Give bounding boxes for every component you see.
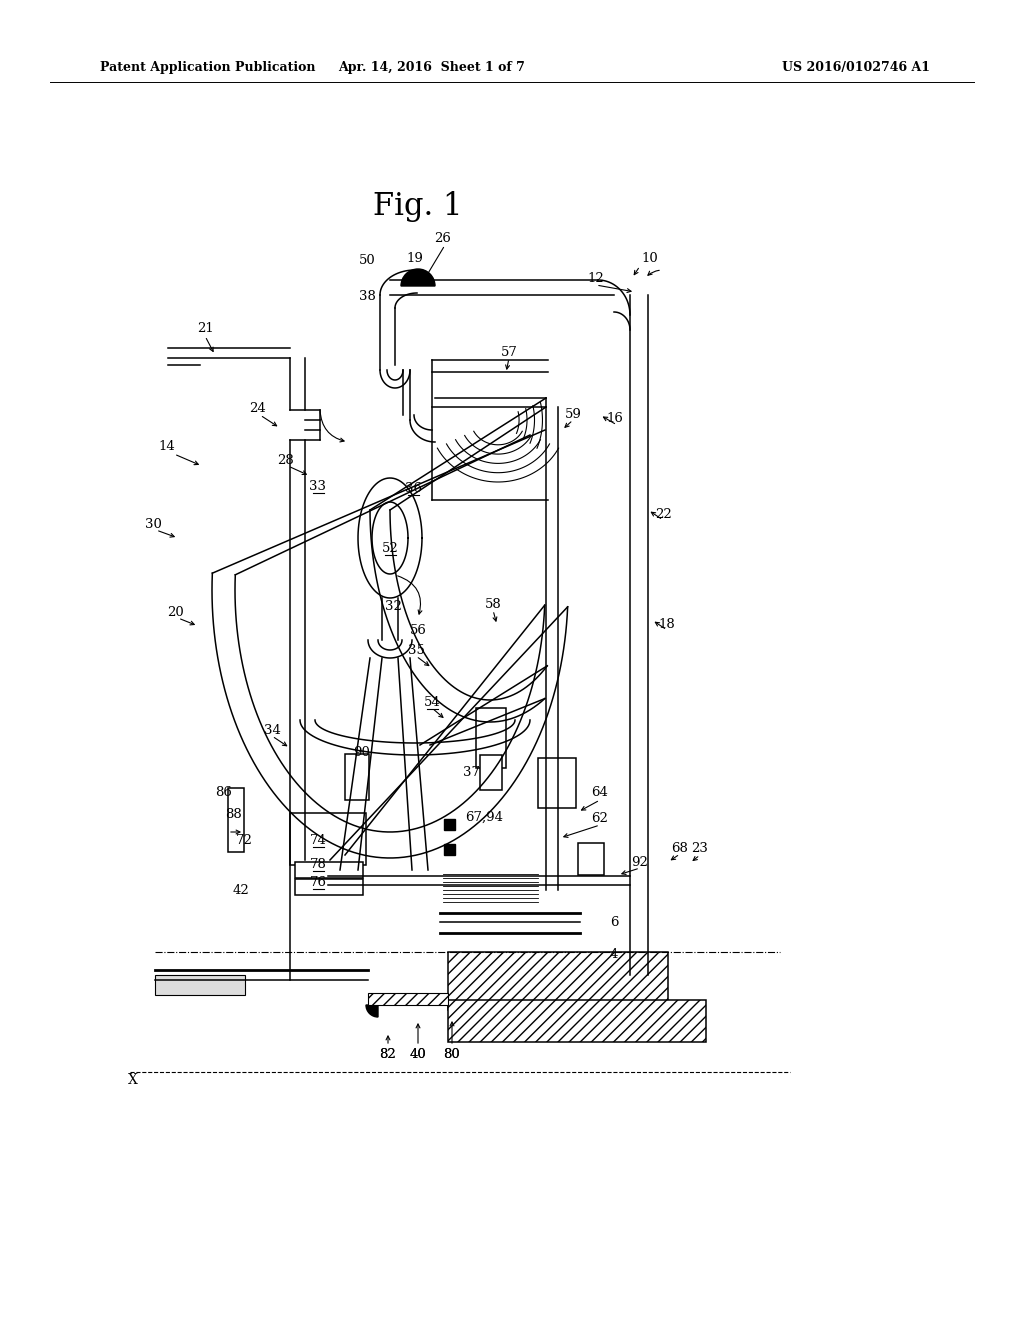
Bar — [449, 1001, 706, 1041]
Text: 59: 59 — [564, 408, 582, 421]
Text: 20: 20 — [167, 606, 183, 619]
Text: 21: 21 — [197, 322, 213, 334]
Text: US 2016/0102746 A1: US 2016/0102746 A1 — [782, 62, 930, 74]
Text: 90: 90 — [353, 746, 371, 759]
Text: 74: 74 — [309, 833, 327, 846]
Text: 14: 14 — [159, 441, 175, 454]
Text: 80: 80 — [443, 1048, 461, 1060]
Text: 40: 40 — [410, 1048, 426, 1060]
Text: 22: 22 — [655, 507, 673, 520]
Bar — [155, 975, 245, 995]
Text: 92: 92 — [632, 855, 648, 869]
Text: 34: 34 — [263, 723, 281, 737]
Bar — [476, 708, 506, 768]
Text: 30: 30 — [144, 517, 162, 531]
Text: 42: 42 — [232, 883, 250, 896]
Text: 50: 50 — [358, 253, 376, 267]
Text: 80: 80 — [443, 1048, 461, 1060]
Bar — [480, 755, 502, 789]
Text: 6: 6 — [609, 916, 618, 928]
Text: 67,94: 67,94 — [465, 810, 503, 824]
Bar — [290, 813, 366, 865]
Bar — [444, 818, 455, 830]
Text: 56: 56 — [410, 623, 426, 636]
Text: 26: 26 — [434, 231, 452, 244]
Text: 38: 38 — [358, 289, 376, 302]
Text: 24: 24 — [249, 401, 265, 414]
Text: 86: 86 — [216, 787, 232, 800]
Text: Patent Application Publication: Patent Application Publication — [100, 62, 315, 74]
Text: 64: 64 — [592, 787, 608, 800]
Text: 52: 52 — [382, 541, 398, 554]
Bar — [228, 788, 244, 851]
Text: Apr. 14, 2016  Sheet 1 of 7: Apr. 14, 2016 Sheet 1 of 7 — [339, 62, 525, 74]
Bar — [368, 993, 449, 1005]
Text: 78: 78 — [309, 858, 327, 870]
Text: 82: 82 — [380, 1048, 396, 1060]
Text: 68: 68 — [672, 842, 688, 854]
Text: 16: 16 — [606, 412, 624, 425]
Text: 82: 82 — [380, 1048, 396, 1060]
Text: 76: 76 — [309, 875, 327, 888]
Text: X: X — [128, 1073, 138, 1086]
Bar — [295, 879, 362, 895]
Wedge shape — [366, 1005, 378, 1016]
Bar — [578, 843, 604, 875]
Text: Fig. 1: Fig. 1 — [374, 191, 463, 223]
Text: 33: 33 — [309, 479, 327, 492]
Text: 4: 4 — [610, 948, 618, 961]
Text: 19: 19 — [407, 252, 424, 264]
Bar — [345, 754, 369, 800]
Text: 36: 36 — [404, 482, 422, 495]
Text: 12: 12 — [588, 272, 604, 285]
Text: 72: 72 — [236, 833, 253, 846]
Bar — [538, 758, 575, 808]
Text: 40: 40 — [410, 1048, 426, 1060]
Text: 23: 23 — [691, 842, 709, 854]
Text: 54: 54 — [424, 696, 440, 709]
Text: 37: 37 — [463, 767, 479, 780]
Text: 88: 88 — [225, 808, 243, 821]
Text: 32: 32 — [385, 599, 401, 612]
Bar — [444, 843, 455, 855]
Bar — [449, 952, 668, 1010]
Bar — [295, 862, 362, 878]
Text: 10: 10 — [642, 252, 658, 264]
Text: 57: 57 — [501, 346, 517, 359]
Text: 62: 62 — [592, 812, 608, 825]
Text: 35: 35 — [408, 644, 424, 656]
Wedge shape — [401, 269, 435, 286]
Text: 58: 58 — [484, 598, 502, 610]
Text: 28: 28 — [276, 454, 293, 466]
Text: 18: 18 — [658, 618, 676, 631]
